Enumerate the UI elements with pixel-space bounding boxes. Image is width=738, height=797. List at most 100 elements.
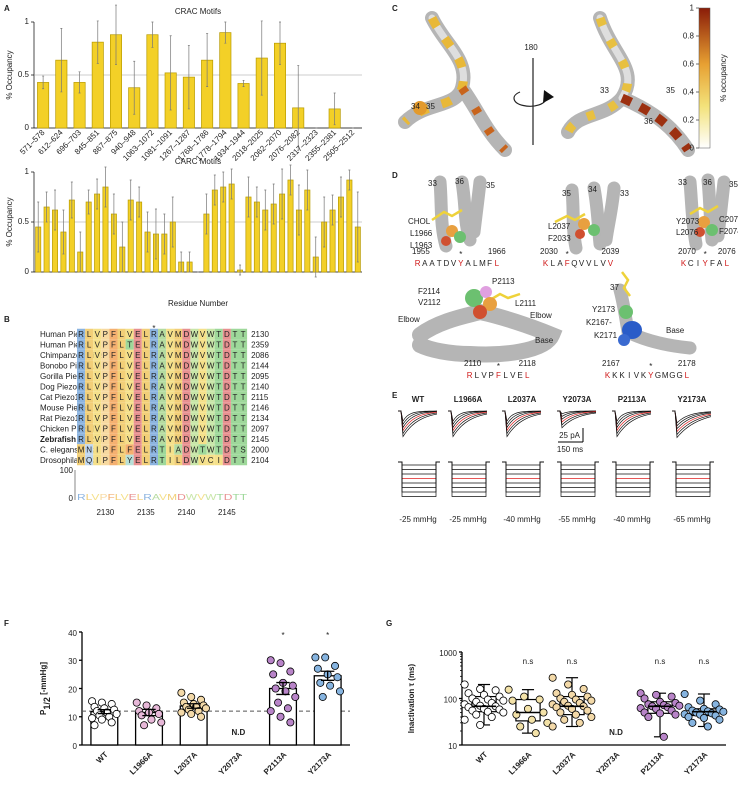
- y-axis-label-part: P: [39, 709, 48, 715]
- error-bar: [70, 181, 73, 219]
- data-point: [154, 709, 163, 718]
- pressure-step: [612, 461, 654, 470]
- data-point: [271, 684, 280, 693]
- position-label: 2145: [218, 508, 236, 517]
- panel-label: G: [386, 619, 392, 628]
- residue-cell: [198, 454, 207, 466]
- residue-cell: [141, 444, 150, 455]
- data-point: [274, 698, 283, 707]
- residue-cell: [93, 454, 102, 466]
- residue-cell: [239, 360, 248, 371]
- y-axis-label-part: Inactivation τ (ms): [407, 663, 416, 733]
- pressure-step: [557, 461, 599, 470]
- data-point: [656, 709, 665, 718]
- residue-cell: [206, 360, 215, 371]
- residue-cell: [133, 402, 142, 413]
- position-label: 2135: [137, 508, 155, 517]
- residue-cell: [141, 360, 150, 371]
- data-point: [335, 687, 344, 696]
- sequence: R L V P F L V E L R A V M DW V W T D T T: [78, 330, 245, 339]
- residue-cell: [101, 402, 110, 413]
- motif-label: Elbow: [398, 315, 420, 324]
- residue-cell: [125, 402, 134, 413]
- residue-cell: [239, 370, 248, 382]
- pressure-step: [502, 461, 544, 475]
- data-point: [539, 708, 548, 717]
- residue-cell: [198, 339, 207, 350]
- annotation: n.s: [523, 657, 534, 666]
- current-trace: [448, 410, 488, 438]
- residue-cell: [93, 360, 102, 371]
- residue-cell: [174, 412, 183, 424]
- current-trace: [557, 410, 597, 426]
- panel-label: C: [392, 4, 398, 13]
- data-point: [333, 673, 342, 682]
- residue-cell: [149, 444, 158, 455]
- species-name: Dog Piezo1: [40, 382, 82, 391]
- residue-cell: [230, 349, 239, 361]
- data-point: [667, 692, 676, 701]
- residue-cell: [85, 381, 94, 392]
- residue-cell: [85, 423, 94, 434]
- motif-start: 1955: [412, 247, 430, 256]
- error-bar: [264, 189, 267, 231]
- data-point: [316, 678, 325, 687]
- residue-cell: [149, 328, 158, 340]
- error-bar: [224, 21, 227, 44]
- residue-cell: [117, 454, 126, 466]
- data-point: [464, 689, 473, 698]
- pressure-step: [672, 461, 714, 479]
- residue-cell: [198, 412, 207, 424]
- residue-cell: [125, 454, 134, 466]
- residue-cell: [174, 454, 183, 466]
- residue-cell: [93, 423, 102, 434]
- data-point: [564, 680, 573, 689]
- sequence-end: 2146: [251, 404, 269, 413]
- pressure-step: [398, 461, 440, 497]
- residue-cell: [125, 328, 134, 340]
- sequence: R L V P F L V E L R A V M DW V W T D T T: [78, 362, 245, 371]
- pressure-label: -65 mmHg: [673, 515, 710, 524]
- residue-cell: [158, 349, 167, 361]
- sequence: R L V P F L V E L R A V M DW V W T D T T: [78, 435, 245, 444]
- residue-cell: [222, 328, 231, 340]
- residue-cell: [141, 328, 150, 340]
- residue-cell: [141, 433, 150, 445]
- residue-cell: [174, 349, 183, 361]
- residue-cell: [85, 402, 94, 413]
- data-point: [460, 680, 469, 689]
- sequence: R L V P F L V E L R A V M DW V W T D T T: [78, 404, 245, 413]
- residue-cell: [239, 423, 248, 434]
- residue-cell: [174, 339, 183, 350]
- y-tick-label: 0: [25, 123, 30, 132]
- residue-cell: [182, 370, 191, 382]
- error-bar: [279, 21, 281, 65]
- data-point: [520, 692, 529, 701]
- motif-label: Elbow: [530, 311, 552, 320]
- residue-cell: [101, 423, 110, 434]
- residue-cell: [149, 391, 158, 403]
- residue-cell: [77, 423, 86, 434]
- sequence-end: 2095: [251, 372, 269, 381]
- residue-cell: [206, 454, 215, 466]
- error-bar: [79, 231, 82, 273]
- motif-label: 34: [588, 185, 597, 194]
- residue-cell: [222, 339, 231, 350]
- error-bar: [42, 75, 45, 90]
- residue-cell: [85, 391, 94, 403]
- y-tick-label: 0.5: [18, 70, 30, 79]
- residue-cell: [190, 381, 199, 392]
- data-point: [318, 692, 327, 701]
- error-bar: [297, 184, 300, 236]
- panel-label: B: [4, 315, 10, 324]
- x-tick-label: L1966A: [507, 750, 534, 777]
- mutant-label: P2113A: [618, 395, 647, 404]
- data-point: [491, 686, 500, 695]
- residue-cell: [239, 454, 248, 466]
- data-point: [313, 664, 322, 673]
- data-point: [483, 707, 492, 716]
- residue-cell: [101, 339, 110, 350]
- y-axis-label-part: % Occupancy: [5, 197, 14, 246]
- species-name: C. elegans Piezo: [40, 445, 101, 454]
- residue-cell: [93, 328, 102, 340]
